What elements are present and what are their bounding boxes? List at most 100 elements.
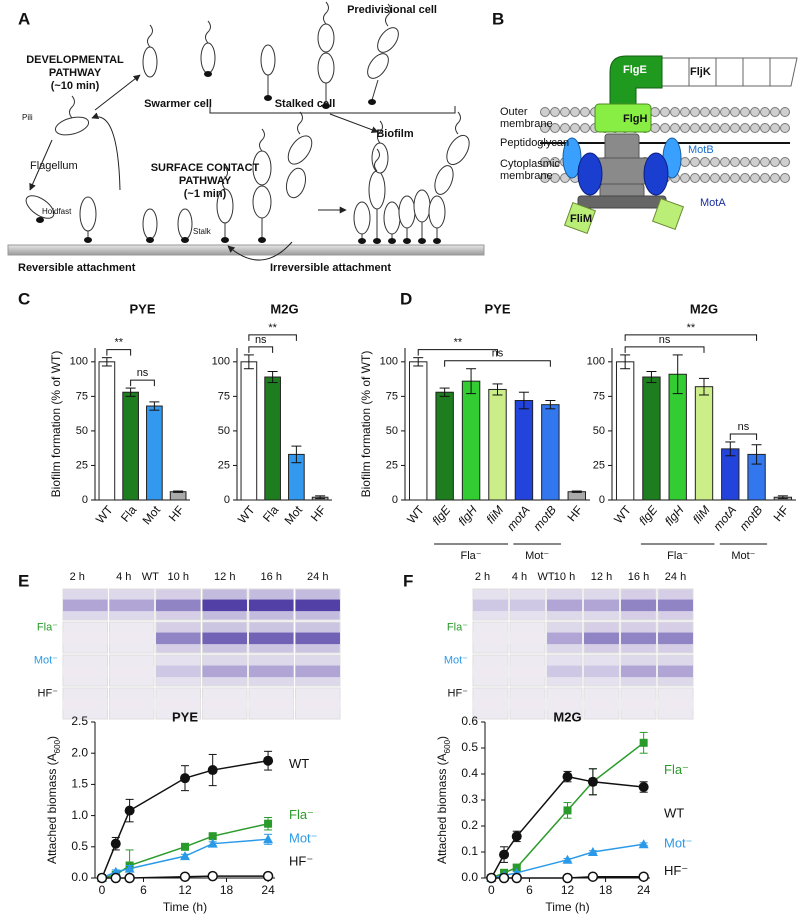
cell [371, 142, 389, 174]
fljk-segment [715, 57, 744, 87]
marker [179, 871, 191, 883]
flagellum [297, 111, 303, 135]
lipid [720, 123, 730, 133]
diagram-label: Reversible attachment [18, 262, 136, 274]
arrow [227, 241, 293, 261]
stain-ring [202, 632, 247, 645]
marker [264, 819, 273, 828]
x-tick-label: Fla [118, 503, 140, 525]
stain-ring [547, 665, 582, 678]
stain-ring [510, 665, 545, 678]
panel-label: A [18, 9, 30, 28]
cell [142, 208, 158, 240]
x-tick-label: fliM [690, 503, 713, 526]
significance-label: ns [137, 367, 149, 379]
stain-ring [658, 632, 693, 645]
flagellum [323, 1, 329, 25]
bar [122, 391, 139, 501]
series-label: Mot⁻ [289, 831, 318, 846]
panel-label: C [18, 289, 30, 308]
marker [639, 738, 648, 747]
marker [638, 782, 649, 792]
marker [499, 849, 510, 860]
flagellum [222, 166, 228, 190]
x-tick-label: flgE [636, 502, 661, 528]
x-tick-label: WT [404, 502, 427, 526]
stain-ring [658, 665, 693, 678]
lipid [730, 107, 740, 117]
marker [263, 834, 274, 844]
x-tick-label: flgH [455, 503, 480, 529]
stain-ring [473, 599, 508, 612]
y-axis-label: Attached biomass (A600) [45, 736, 61, 864]
lipid [550, 123, 560, 133]
lipid [540, 123, 550, 133]
holdfast [403, 238, 411, 244]
lipid [760, 173, 770, 183]
stain-ring [249, 632, 294, 645]
stain-ring [584, 665, 619, 678]
lipid [540, 173, 550, 183]
cell [398, 195, 416, 229]
lipid [650, 107, 660, 117]
column-label: 24 h [307, 571, 328, 583]
bar [240, 361, 258, 501]
y-tick-label: 100 [380, 356, 398, 368]
x-tick-label: 12 [561, 883, 575, 897]
cell [317, 52, 335, 84]
y-tick-label: 50 [76, 425, 88, 437]
cell [434, 165, 454, 195]
lipid [560, 123, 570, 133]
y-tick-label: 75 [386, 390, 398, 402]
series-label: Fla⁻ [289, 807, 314, 822]
significance-label: ** [268, 322, 277, 334]
y-tick-label: 100 [70, 356, 88, 368]
y-tick-label: 0.5 [461, 740, 478, 754]
cell [383, 201, 401, 235]
y-tick-label: 1.5 [71, 777, 88, 791]
cell [260, 44, 276, 76]
significance-bracket [248, 346, 274, 353]
flim [563, 201, 597, 235]
flagellum [259, 128, 265, 152]
chart-title: PYE [172, 709, 198, 724]
bar [264, 376, 281, 501]
y-tick-label: 100 [212, 356, 230, 368]
cell [377, 27, 399, 53]
x-tick-label: Fla [260, 503, 282, 525]
lipid [660, 107, 670, 117]
column-label: 16 h [628, 571, 649, 583]
x-tick-label: WT [93, 502, 116, 526]
flagellum [69, 95, 75, 119]
holdfast [264, 95, 272, 101]
stain-ring [156, 632, 201, 645]
x-tick-label: 0 [488, 883, 495, 897]
significance-label: ** [114, 337, 123, 349]
significance-bracket [624, 334, 758, 341]
lipid [700, 157, 710, 167]
diagram-label: Stalked cell [275, 98, 336, 110]
arrow [94, 74, 141, 111]
stain-ring [249, 599, 294, 612]
stain-ring [63, 632, 108, 645]
stain-ring [109, 665, 154, 678]
lipid [710, 157, 720, 167]
marker [512, 863, 521, 872]
motb [562, 137, 582, 179]
flgh [594, 103, 652, 133]
stain-ring [510, 698, 545, 711]
x-tick-label: 18 [220, 883, 234, 897]
stain-ring [621, 632, 656, 645]
marker [124, 863, 135, 873]
diagram-label: PATHWAY [179, 175, 232, 187]
bar [98, 361, 116, 501]
x-tick-label: motA [504, 503, 533, 533]
marker [181, 842, 189, 851]
lipid [780, 157, 790, 167]
lipid [680, 123, 690, 133]
x-tick-label: WT [611, 502, 634, 526]
lipid [690, 123, 700, 133]
y-tick-label: 0.0 [461, 870, 478, 884]
lipid [710, 173, 720, 183]
y-axis-label-part: Attached biomass (A [435, 753, 449, 864]
